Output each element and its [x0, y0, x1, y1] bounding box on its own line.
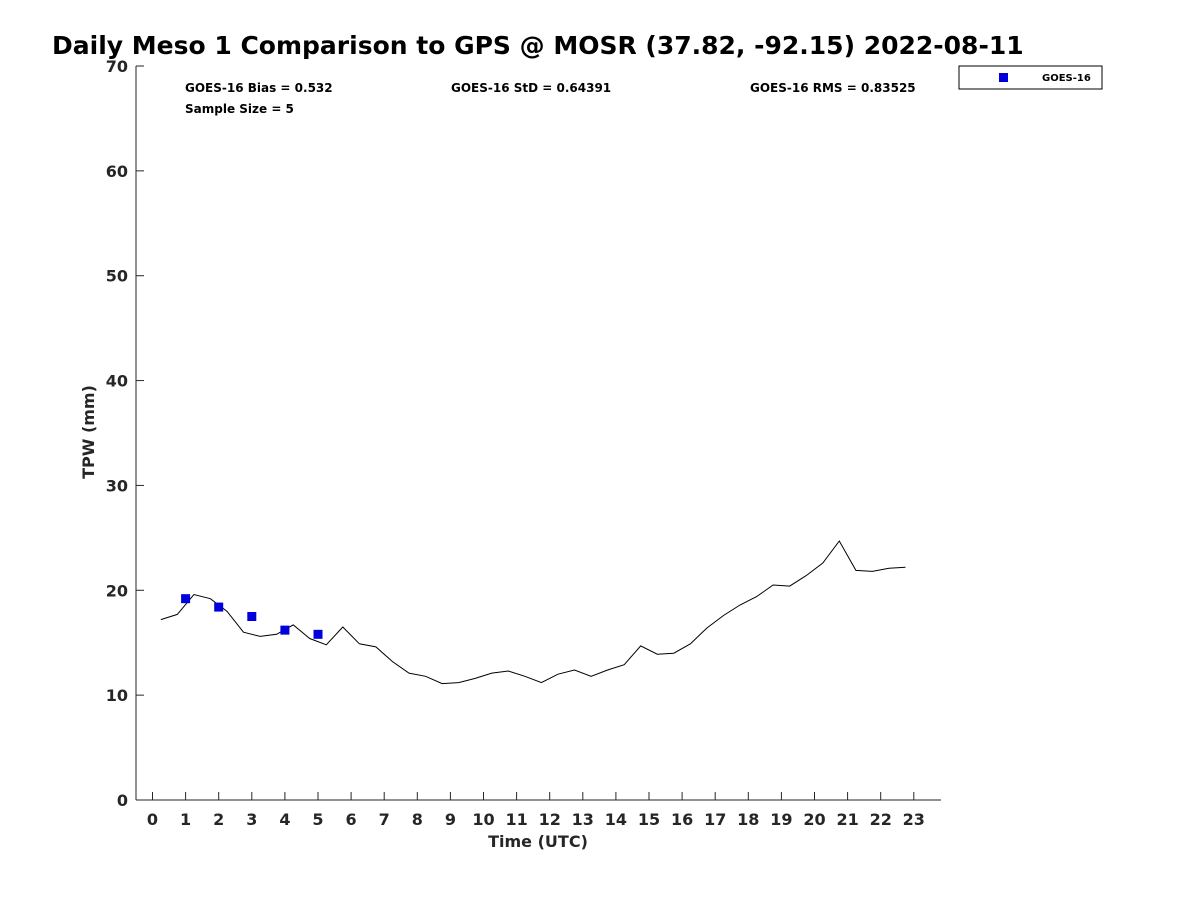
legend: GOES-16 — [958, 65, 1103, 90]
x-axis-ticks: 0 1 2 3 4 5 6 7 8 9 10 11 12 13 14 15 16 17 18 19 20 21 22 23 — [147, 792, 925, 829]
x-tick-label: 17 — [704, 810, 726, 829]
rms-stat: GOES-16 RMS = 0.83525 — [750, 81, 916, 95]
chart-title: Daily Meso 1 Comparison to GPS @ MOSR (3… — [52, 31, 1024, 60]
x-tick-label: 14 — [605, 810, 627, 829]
x-tick-label: 19 — [770, 810, 792, 829]
x-tick-label: 20 — [803, 810, 825, 829]
legend-box — [958, 65, 1103, 90]
y-tick-label: 50 — [106, 267, 128, 286]
goes16-point — [280, 625, 290, 635]
bias-stat: GOES-16 Bias = 0.532 — [185, 81, 333, 95]
y-tick-label: 30 — [106, 476, 128, 495]
axes — [135, 66, 941, 801]
goes16-point — [247, 612, 257, 621]
x-tick-label: 2 — [213, 810, 224, 829]
std-stat: GOES-16 StD = 0.64391 — [451, 81, 611, 95]
x-tick-label: 22 — [870, 810, 892, 829]
x-tick-label: 9 — [445, 810, 456, 829]
y-tick-label: 60 — [106, 162, 128, 181]
x-tick-label: 1 — [180, 810, 191, 829]
y-axis-ticks: 0 10 20 30 40 50 60 70 — [106, 57, 144, 810]
y-tick-label: 20 — [106, 581, 128, 600]
gps-tpw-line — [160, 540, 906, 685]
x-tick-label: 4 — [279, 810, 290, 829]
x-tick-label: 7 — [379, 810, 390, 829]
x-tick-label: 0 — [147, 810, 158, 829]
y-tick-label: 0 — [117, 791, 128, 810]
goes16-point — [181, 594, 191, 604]
legend-marker-square — [999, 73, 1008, 82]
x-tick-label: 12 — [539, 810, 561, 829]
sample-size-stat: Sample Size = 5 — [185, 102, 294, 116]
x-tick-label: 10 — [472, 810, 494, 829]
x-axis-label: Time (UTC) — [488, 832, 588, 851]
goes16-point — [214, 602, 224, 612]
y-tick-label: 40 — [106, 372, 128, 391]
x-tick-label: 21 — [836, 810, 858, 829]
x-tick-label: 15 — [638, 810, 660, 829]
x-tick-label: 8 — [412, 810, 423, 829]
x-tick-label: 16 — [671, 810, 693, 829]
y-tick-label: 70 — [106, 57, 128, 76]
goes16-point — [313, 629, 323, 639]
x-tick-label: 6 — [346, 810, 357, 829]
x-tick-label: 13 — [572, 810, 594, 829]
x-tick-label: 5 — [312, 810, 323, 829]
x-tick-label: 11 — [505, 810, 527, 829]
plot-area — [160, 540, 906, 685]
legend-label: GOES-16 — [1042, 73, 1091, 84]
x-tick-label: 18 — [737, 810, 759, 829]
x-tick-label: 3 — [246, 810, 257, 829]
y-axis-label: TPW (mm) — [79, 385, 98, 479]
y-tick-label: 10 — [106, 686, 128, 705]
x-tick-label: 23 — [903, 810, 925, 829]
